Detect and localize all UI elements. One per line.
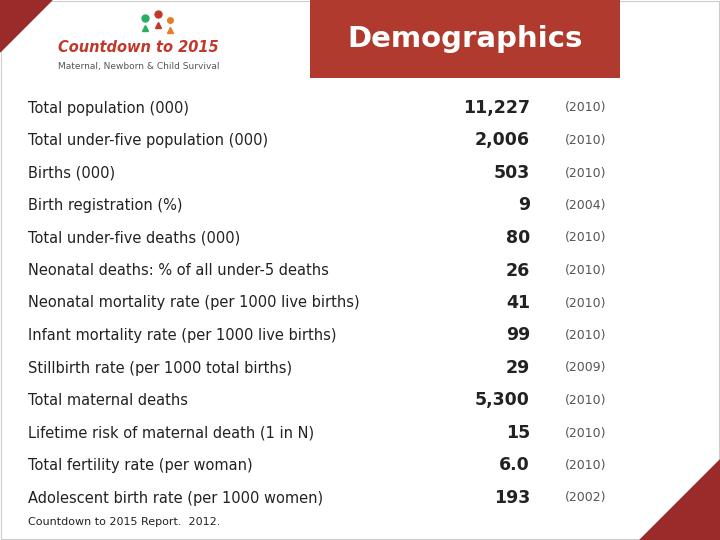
Text: Maternal, Newborn & Child Survival: Maternal, Newborn & Child Survival [58,62,220,71]
Text: (2010): (2010) [565,166,606,179]
FancyBboxPatch shape [310,0,620,78]
Text: (2010): (2010) [565,102,606,114]
Text: 15: 15 [505,424,530,442]
Text: Stillbirth rate (per 1000 total births): Stillbirth rate (per 1000 total births) [28,361,292,375]
Text: Total fertility rate (per woman): Total fertility rate (per woman) [28,458,253,473]
Text: (2009): (2009) [565,361,606,375]
Text: Countdown to 2015: Countdown to 2015 [58,40,219,56]
Text: Lifetime risk of maternal death (1 in N): Lifetime risk of maternal death (1 in N) [28,426,314,441]
Text: (2002): (2002) [565,491,606,504]
Text: Demographics: Demographics [347,25,582,53]
Text: (2004): (2004) [565,199,606,212]
Text: Adolescent birth rate (per 1000 women): Adolescent birth rate (per 1000 women) [28,490,323,505]
Text: (2010): (2010) [565,427,606,440]
Text: Birth registration (%): Birth registration (%) [28,198,182,213]
Text: 6.0: 6.0 [499,456,530,475]
Text: Total under-five deaths (000): Total under-five deaths (000) [28,231,240,246]
Text: Countdown to 2015 Report.  2012.: Countdown to 2015 Report. 2012. [28,517,220,527]
Text: Neonatal deaths: % of all under-5 deaths: Neonatal deaths: % of all under-5 deaths [28,263,329,278]
Text: Neonatal mortality rate (per 1000 live births): Neonatal mortality rate (per 1000 live b… [28,295,359,310]
Text: (2010): (2010) [565,459,606,472]
Text: Infant mortality rate (per 1000 live births): Infant mortality rate (per 1000 live bir… [28,328,336,343]
Polygon shape [0,0,52,52]
Text: 2,006: 2,006 [475,132,530,150]
Text: 29: 29 [505,359,530,377]
Text: 9: 9 [518,197,530,214]
Text: 80: 80 [505,229,530,247]
Text: 26: 26 [505,261,530,280]
Text: 503: 503 [494,164,530,182]
Text: 41: 41 [506,294,530,312]
Text: (2010): (2010) [565,264,606,277]
Text: Total maternal deaths: Total maternal deaths [28,393,188,408]
Text: (2010): (2010) [565,232,606,245]
Text: Births (000): Births (000) [28,165,115,180]
Text: 193: 193 [494,489,530,507]
Text: 5,300: 5,300 [475,392,530,409]
Text: 99: 99 [505,327,530,345]
Text: (2010): (2010) [565,329,606,342]
Text: Total population (000): Total population (000) [28,100,189,116]
Text: (2010): (2010) [565,134,606,147]
Text: 11,227: 11,227 [463,99,530,117]
Text: (2010): (2010) [565,394,606,407]
Polygon shape [640,460,720,540]
Text: Total under-five population (000): Total under-five population (000) [28,133,268,148]
Text: (2010): (2010) [565,296,606,309]
